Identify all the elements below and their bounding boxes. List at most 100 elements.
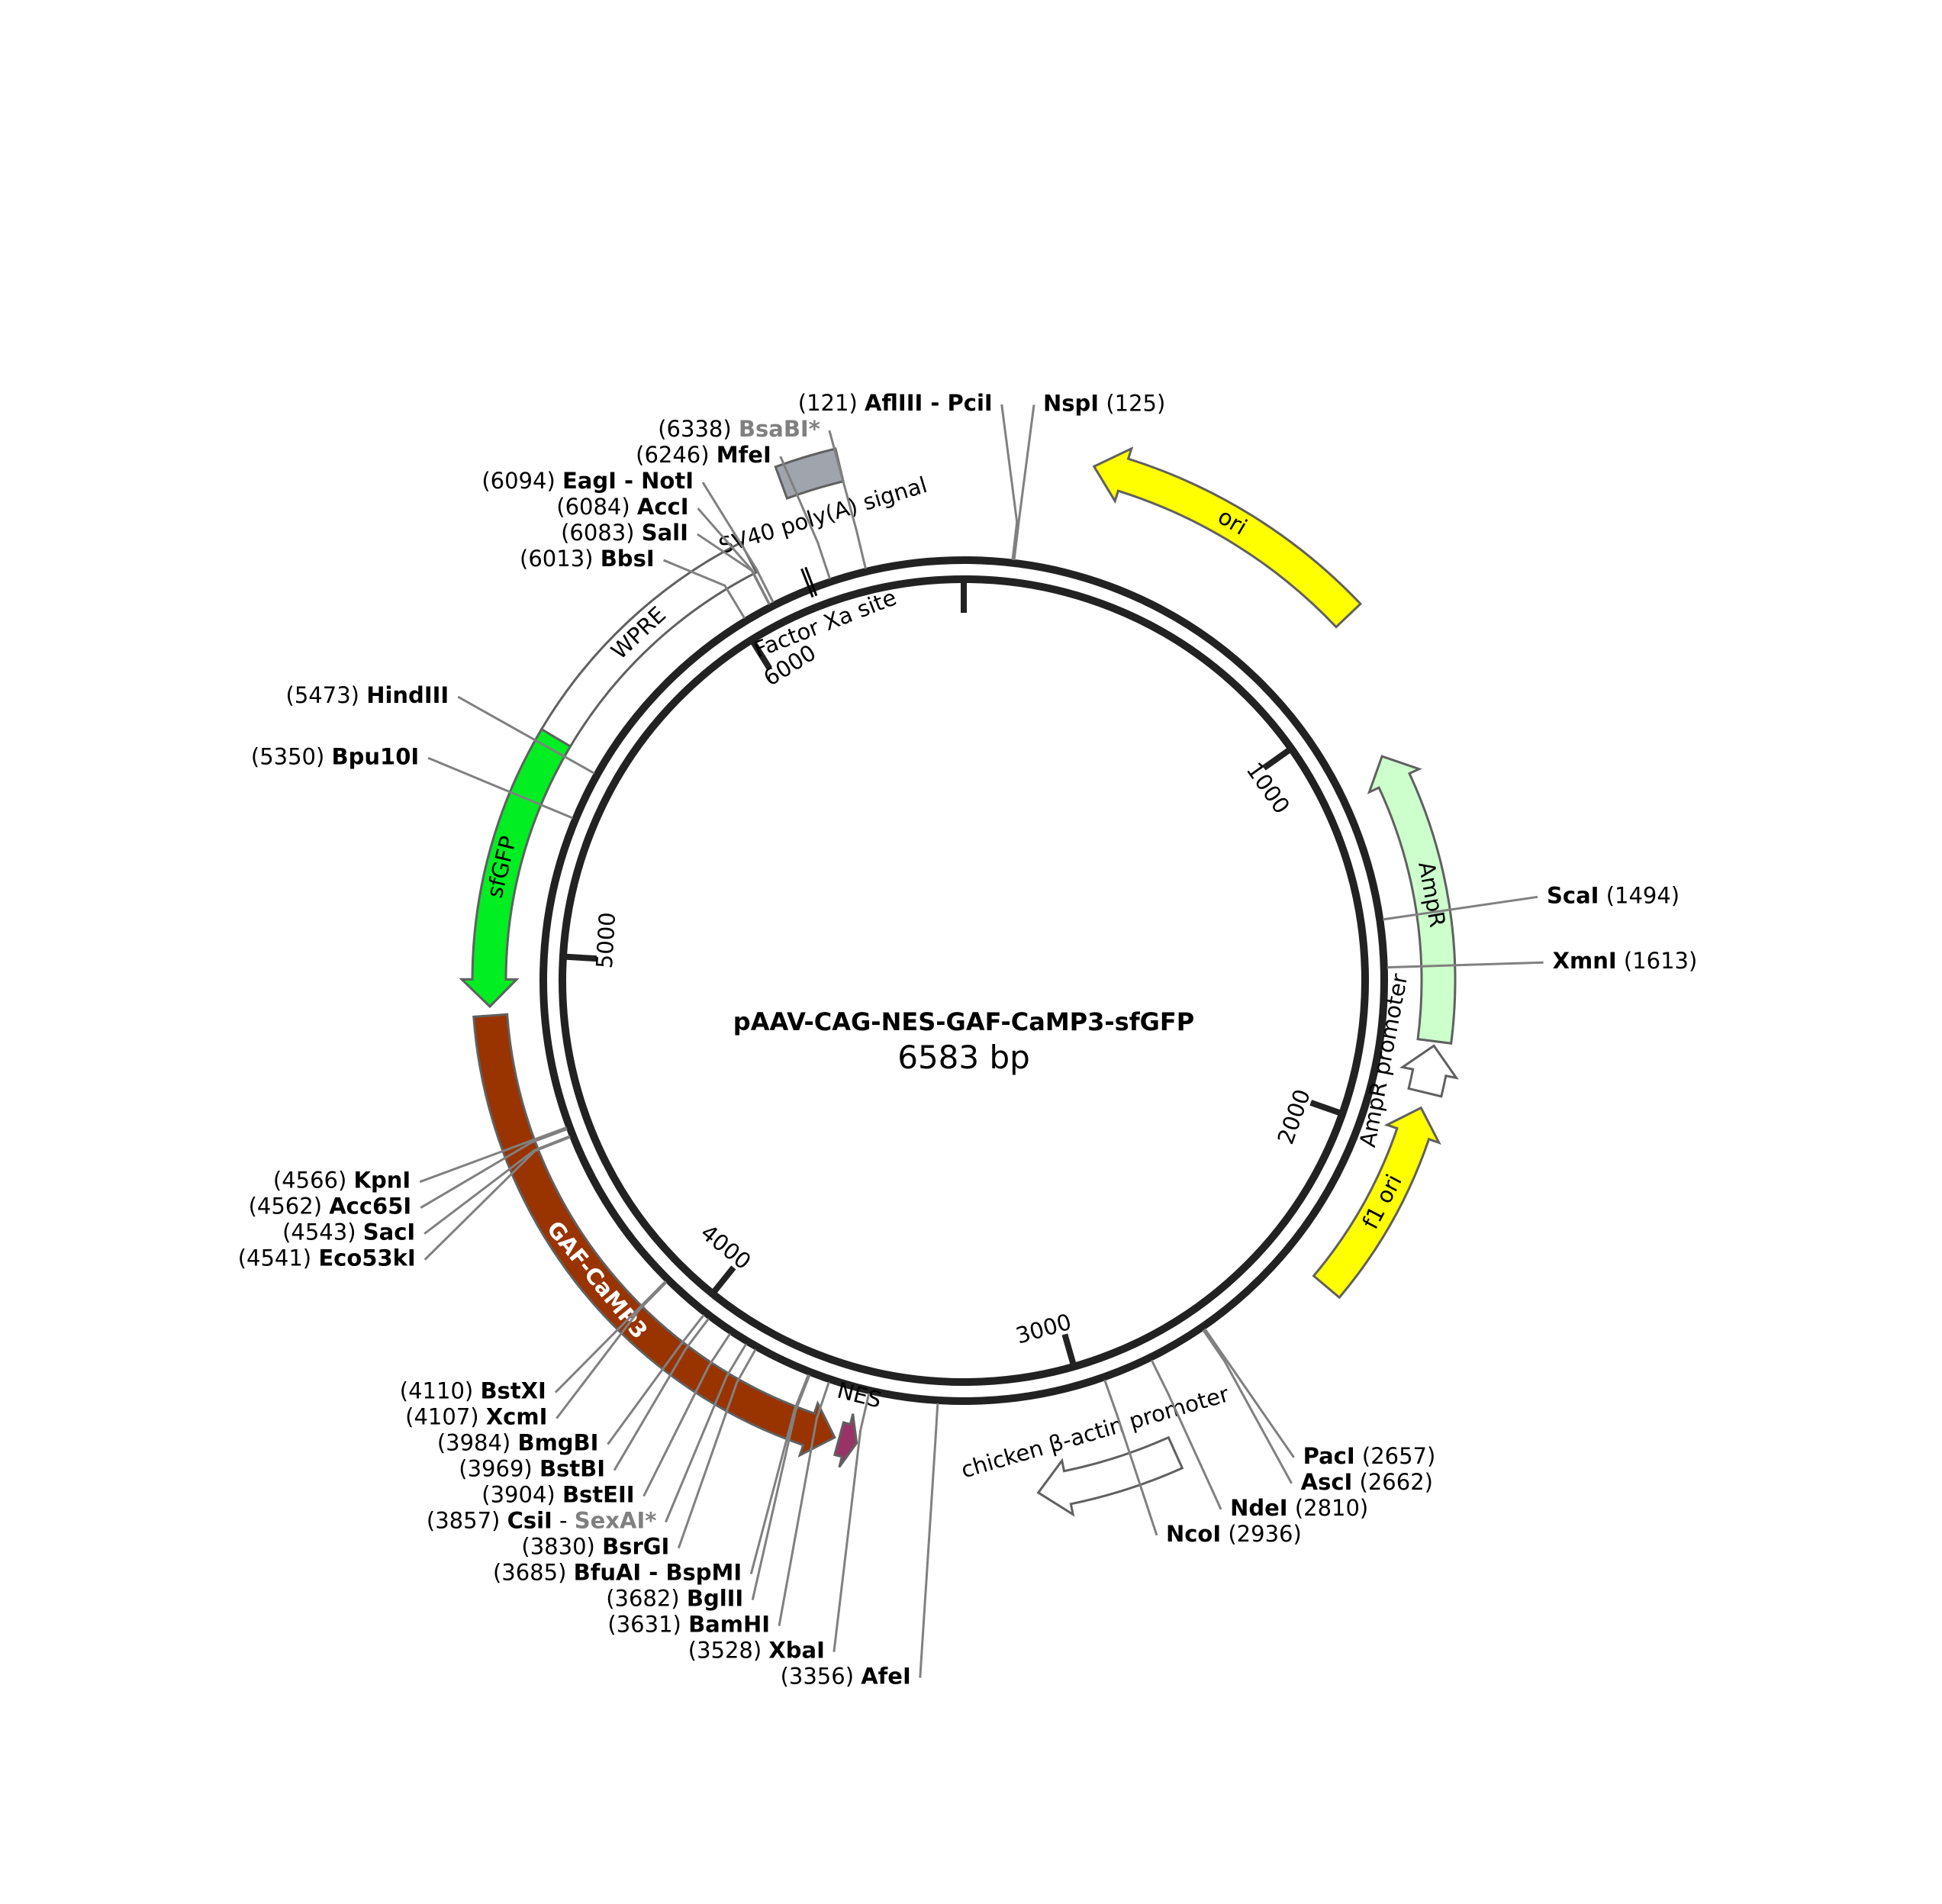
site-enzyme: BsrGI: [602, 1534, 669, 1560]
site-label: (4543) SacI: [282, 1219, 415, 1245]
site-position: (125): [1106, 390, 1165, 416]
site-hindiii[interactable]: (5473) HindIII: [286, 682, 595, 775]
site-position: (6246): [636, 442, 709, 468]
site-mfei[interactable]: (6246) MfeI: [636, 442, 831, 579]
site-eagi[interactable]: (6094) EagI - NotI: [481, 468, 775, 604]
site-leader-line: [749, 1374, 810, 1575]
feature-ori[interactable]: ori: [1092, 446, 1363, 629]
ampr-promoter-arrow: [1399, 1044, 1459, 1098]
site-sali[interactable]: (6083) SalI: [561, 520, 771, 605]
site-enzyme: AfeI: [861, 1664, 911, 1690]
site-label: (3682) BglII: [606, 1586, 743, 1612]
site-label: (3984) BmgBI: [437, 1430, 599, 1456]
backbone-inner-ring: [559, 575, 1369, 1386]
site-position: (2662): [1360, 1469, 1433, 1495]
feature-wpre[interactable]: WPRE: [539, 540, 758, 749]
site-enzyme: AflIII - PciI: [865, 390, 993, 416]
site-afei[interactable]: (3356) AfeI: [781, 1403, 939, 1690]
site-bsrgi[interactable]: (3830) BsrGI: [521, 1348, 757, 1560]
site-gap: [556, 1482, 562, 1508]
factor-xa-mark: [804, 566, 818, 597]
site-bfuai[interactable]: (3685) BfuAI - BspMI: [493, 1374, 810, 1586]
tick-mark: [750, 640, 772, 670]
site-leader-line: [1382, 895, 1538, 921]
site-gap: [1617, 948, 1624, 974]
site-bstbi[interactable]: (3969) BstBI: [459, 1318, 710, 1482]
site-label: (6084) AccI: [556, 494, 688, 520]
sfgfp-arrow: [459, 727, 572, 1009]
site-bbsi[interactable]: (6013) BbsI: [520, 546, 746, 619]
site-bsabi[interactable]: (6338) BsaBI*: [658, 416, 867, 569]
site-nspi[interactable]: NspI (125): [1013, 390, 1165, 561]
ori-arrow: [1092, 446, 1363, 629]
site-gap: [1099, 390, 1106, 416]
site-position: (2936): [1228, 1521, 1301, 1547]
cba-promoter-arrow: [1036, 1435, 1184, 1517]
site-label: (6338) BsaBI*: [658, 416, 820, 442]
site-separator: -: [552, 1508, 575, 1534]
site-gap: [858, 390, 865, 416]
site-position: (3631): [607, 1612, 681, 1638]
f1-ori-arrow: [1312, 1106, 1441, 1300]
site-scai[interactable]: ScaI (1494): [1382, 882, 1680, 921]
site-position: (3830): [521, 1534, 594, 1560]
site-gap: [322, 1194, 329, 1219]
site-enzyme: EagI - NotI: [562, 468, 694, 494]
site-position: (4110): [400, 1378, 473, 1404]
site-ndei[interactable]: NdeI (2810): [1150, 1359, 1368, 1521]
site-leader-line: [697, 533, 771, 605]
tick-mark: [1061, 1333, 1077, 1365]
site-enzyme: PacI: [1303, 1443, 1355, 1469]
site-leader-line: [556, 1281, 668, 1419]
tick-mark: [1309, 1100, 1341, 1116]
tick-label: 4000: [696, 1219, 756, 1275]
site-acc65i[interactable]: (4562) Acc65I: [249, 1128, 568, 1219]
site-leader-line: [607, 1314, 705, 1445]
site-csii[interactable]: (3857) CsiI - SexAI*: [427, 1343, 748, 1534]
site-leader-line: [1000, 404, 1019, 560]
site-leader-line: [1386, 961, 1544, 969]
site-bstxi[interactable]: (4110) BstXI: [400, 1281, 667, 1404]
site-bamhi[interactable]: (3631) BamHI: [607, 1381, 830, 1638]
site-leader-line: [419, 1126, 567, 1184]
site-enzyme: SalI: [642, 520, 688, 546]
feature-nes[interactable]: NES: [833, 1377, 884, 1468]
site-position: (3528): [688, 1638, 762, 1664]
site-position: (4541): [238, 1245, 311, 1271]
site-enzyme: Eco53kI: [318, 1245, 415, 1271]
feature-sfgfp[interactable]: sfGFP: [459, 727, 572, 1009]
plasmid-name: pAAV-CAG-NES-GAF-CaMP3-sfGFP: [733, 1007, 1194, 1036]
site-bpu10i[interactable]: (5350) Bpu10I: [251, 743, 574, 820]
site-xbai[interactable]: (3528) XbaI: [688, 1393, 871, 1664]
site-enzyme: BsaBI*: [739, 416, 820, 442]
site-afliii[interactable]: (121) AflIII - PciI: [798, 390, 1019, 560]
site-bmgbi[interactable]: (3984) BmgBI: [437, 1314, 705, 1456]
site-position: (2810): [1295, 1495, 1368, 1521]
site-position: (4566): [273, 1168, 346, 1194]
site-label: (5473) HindIII: [286, 682, 449, 708]
site-gap: [593, 546, 600, 572]
site-xmni[interactable]: XmnI (1613): [1386, 948, 1698, 974]
site-bglii[interactable]: (3682) BglII: [606, 1374, 811, 1612]
site-label: (4541) Eco53kI: [238, 1245, 416, 1271]
site-leader-line: [1202, 1329, 1293, 1484]
site-enzyme: BmgBI: [517, 1430, 598, 1456]
site-xcmi[interactable]: (4107) XcmI: [405, 1281, 668, 1430]
site-gap: [500, 1508, 507, 1534]
site-eco53ki[interactable]: (4541) Eco53kI: [238, 1136, 571, 1271]
site-position: (1613): [1624, 948, 1697, 974]
site-kpni[interactable]: (4566) KpnI: [273, 1126, 567, 1194]
site-leader-line: [427, 756, 574, 820]
gaf-camp3-label: GAF-CaMP3: [542, 1216, 652, 1343]
site-bsteii[interactable]: (3904) BstEII: [481, 1333, 731, 1508]
site-asci[interactable]: AscI (2662): [1202, 1329, 1433, 1495]
site-enzyme: XcmI: [486, 1404, 548, 1430]
site-label: AscI (2662): [1301, 1469, 1433, 1495]
site-ncoi[interactable]: NcoI (2936): [1103, 1379, 1302, 1547]
site-leader-line: [833, 1393, 871, 1652]
site-enzyme: Acc65I: [329, 1194, 411, 1219]
site-paci[interactable]: PacI (2657): [1203, 1328, 1435, 1469]
plasmid-size: 6583 bp: [897, 1039, 1030, 1076]
